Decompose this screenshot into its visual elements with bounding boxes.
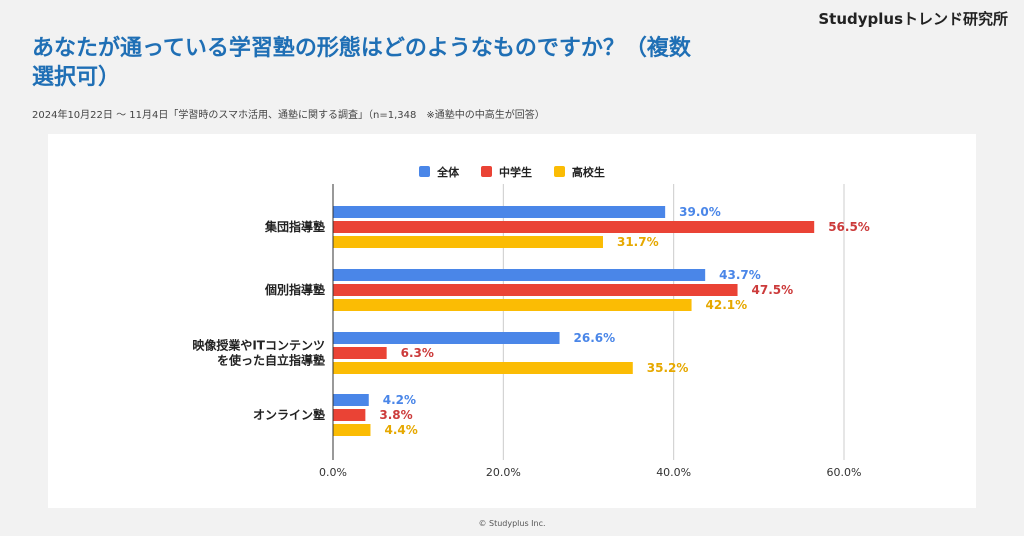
category-label: 集団指導塾 bbox=[264, 219, 325, 234]
bar bbox=[333, 284, 738, 296]
legend-label-junior-high: 中学生 bbox=[499, 166, 532, 179]
legend-swatch-all bbox=[419, 166, 431, 177]
bar bbox=[333, 269, 706, 281]
brand-logo: Studyplusトレンド研究所 bbox=[818, 10, 1008, 28]
data-label: 43.7% bbox=[719, 268, 761, 282]
bar bbox=[333, 409, 366, 421]
legend-item-junior-high: 中学生 bbox=[481, 164, 532, 180]
bar bbox=[333, 394, 369, 406]
legend-item-high-school: 高校生 bbox=[553, 164, 605, 180]
data-label: 4.4% bbox=[384, 423, 417, 437]
survey-subtitle: 2024年10月22日 〜 11月4日「学習時のスマホ活用、通塾に関する調査」（… bbox=[32, 110, 545, 121]
category-label: オンライン塾 bbox=[253, 407, 325, 422]
chart-panel: 全体 中学生 高校生 39.0% 43.7% 26.6% 4.2% 56.5% 47.5%… bbox=[48, 134, 976, 508]
legend-item-all: 全体 bbox=[419, 164, 459, 180]
category-label: 映像授業やITコンテンツ bbox=[192, 338, 325, 353]
legend-swatch-high-school bbox=[553, 166, 565, 177]
data-label: 56.5% bbox=[828, 220, 870, 234]
bar bbox=[333, 236, 603, 248]
x-tick-label: 40.0% bbox=[656, 466, 691, 479]
legend-swatch-junior-high bbox=[481, 166, 492, 177]
bar bbox=[333, 299, 692, 311]
legend-label-high-school: 高校生 bbox=[571, 166, 605, 179]
bar-chart: 39.0% 43.7% 26.6% 4.2% 56.5% 47.5% 6.3% 3.8% 31.… bbox=[192, 184, 870, 479]
x-tick-label: 0.0% bbox=[319, 466, 347, 479]
data-label: 39.0% bbox=[679, 205, 721, 219]
bar bbox=[333, 221, 815, 233]
data-label: 4.2% bbox=[383, 393, 416, 407]
data-label: 26.6% bbox=[574, 331, 616, 345]
data-label: 6.3% bbox=[401, 346, 434, 360]
category-label: 個別指導塾 bbox=[264, 282, 325, 297]
bar bbox=[333, 362, 633, 374]
category-label: を使った自立指導塾 bbox=[217, 353, 325, 368]
bar bbox=[333, 347, 387, 359]
chart-legend: 全体 中学生 高校生 bbox=[48, 164, 976, 180]
page-title: あなたが通っている学習塾の形態はどのようなものですか？（複数選択可） bbox=[32, 36, 691, 90]
bar bbox=[333, 206, 666, 218]
data-label: 47.5% bbox=[752, 283, 794, 297]
legend-label-all: 全体 bbox=[437, 166, 460, 179]
data-label: 3.8% bbox=[379, 408, 412, 422]
data-label: 42.1% bbox=[706, 298, 748, 312]
x-tick-label: 60.0% bbox=[827, 466, 862, 479]
bar bbox=[333, 424, 371, 436]
data-label: 31.7% bbox=[617, 235, 659, 249]
copyright: © Studyplus Inc. bbox=[478, 519, 546, 528]
bar bbox=[333, 332, 560, 344]
x-tick-label: 20.0% bbox=[486, 466, 521, 479]
data-label: 35.2% bbox=[647, 361, 689, 375]
